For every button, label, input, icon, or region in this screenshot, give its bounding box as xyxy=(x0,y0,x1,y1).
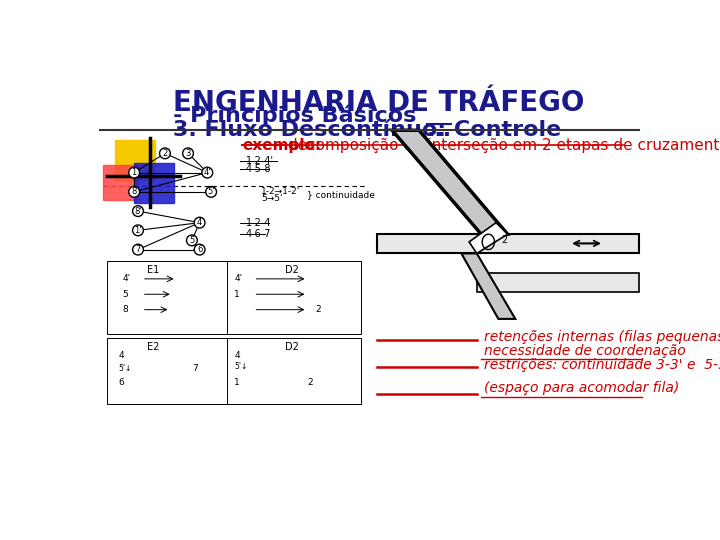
Circle shape xyxy=(129,167,140,178)
Text: 4-5-8: 4-5-8 xyxy=(246,164,271,174)
Text: necessidade de coordenação: necessidade de coordenação xyxy=(485,344,686,358)
Polygon shape xyxy=(469,222,508,253)
Text: 5'↓: 5'↓ xyxy=(119,364,132,374)
Bar xyxy=(104,165,138,200)
Text: ENGENHARIA DE TRÁFEGO: ENGENHARIA DE TRÁFEGO xyxy=(173,90,584,117)
Text: 6: 6 xyxy=(197,245,202,254)
Bar xyxy=(107,261,361,334)
Polygon shape xyxy=(477,273,639,292)
Text: 5'↓: 5'↓ xyxy=(234,362,248,371)
Text: 5→5': 5→5' xyxy=(261,194,283,203)
Text: retenções internas (filas pequenas):: retenções internas (filas pequenas): xyxy=(485,330,720,345)
Text: E1: E1 xyxy=(148,265,160,275)
Text: 1: 1 xyxy=(132,168,137,177)
Text: 5: 5 xyxy=(122,290,128,299)
Text: 4': 4' xyxy=(204,168,211,177)
Text: 7: 7 xyxy=(135,245,140,254)
Text: 2: 2 xyxy=(162,149,168,158)
Text: 4: 4 xyxy=(197,218,202,227)
Text: 5': 5' xyxy=(207,187,215,197)
Text: D2: D2 xyxy=(285,265,299,275)
Text: 2: 2 xyxy=(315,305,320,314)
Text: 4-6-7: 4-6-7 xyxy=(246,229,271,239)
Text: exemplo:: exemplo: xyxy=(242,138,321,153)
Text: 3: 3 xyxy=(185,149,191,158)
Circle shape xyxy=(194,217,205,228)
Text: 1: 1 xyxy=(234,377,240,387)
Text: 5: 5 xyxy=(189,236,194,245)
Text: 2: 2 xyxy=(307,377,313,387)
Text: 2: 2 xyxy=(501,235,508,245)
Circle shape xyxy=(129,186,140,197)
Bar xyxy=(107,338,361,403)
Circle shape xyxy=(186,235,197,246)
Text: - Princípios Básicos: - Princípios Básicos xyxy=(173,105,416,126)
Text: 1-2-4': 1-2-4' xyxy=(246,156,274,166)
Text: 8: 8 xyxy=(122,305,128,314)
Circle shape xyxy=(206,186,217,197)
Polygon shape xyxy=(377,234,639,253)
Text: 4: 4 xyxy=(234,352,240,360)
Text: 1-2→1-2': 1-2→1-2' xyxy=(261,187,300,195)
Polygon shape xyxy=(462,253,516,319)
Text: 8: 8 xyxy=(132,187,137,197)
Text: E2: E2 xyxy=(147,342,160,352)
Circle shape xyxy=(132,244,143,255)
Text: 8': 8' xyxy=(134,207,142,215)
Polygon shape xyxy=(392,130,508,238)
Text: 3. Fluxo Descontínuo: Controle: 3. Fluxo Descontínuo: Controle xyxy=(173,120,561,140)
Circle shape xyxy=(160,148,171,159)
Text: 4: 4 xyxy=(119,352,125,360)
Circle shape xyxy=(202,167,212,178)
Text: 6: 6 xyxy=(119,377,125,387)
Text: D2: D2 xyxy=(285,342,299,352)
Circle shape xyxy=(132,225,143,236)
Text: 4': 4' xyxy=(122,274,131,284)
Bar xyxy=(134,164,174,204)
Text: 1-2-4: 1-2-4 xyxy=(246,218,271,228)
Text: 1: 1 xyxy=(234,290,240,299)
Text: 1': 1' xyxy=(134,226,142,235)
Text: restrições: continuidade 3-3' e  5-5': restrições: continuidade 3-3' e 5-5' xyxy=(485,358,720,372)
Circle shape xyxy=(183,148,194,159)
Text: 7: 7 xyxy=(192,364,198,374)
Bar xyxy=(115,140,155,180)
Text: (espaço para acomodar fila): (espaço para acomodar fila) xyxy=(485,381,680,395)
Text: ...: ... xyxy=(427,120,452,140)
Text: } continuidade: } continuidade xyxy=(307,191,375,199)
Text: decomposição da interseção em 2 etapas de cruzamento: decomposição da interseção em 2 etapas d… xyxy=(283,138,720,153)
Circle shape xyxy=(132,206,143,217)
Circle shape xyxy=(194,244,205,255)
Text: 4': 4' xyxy=(234,274,243,284)
